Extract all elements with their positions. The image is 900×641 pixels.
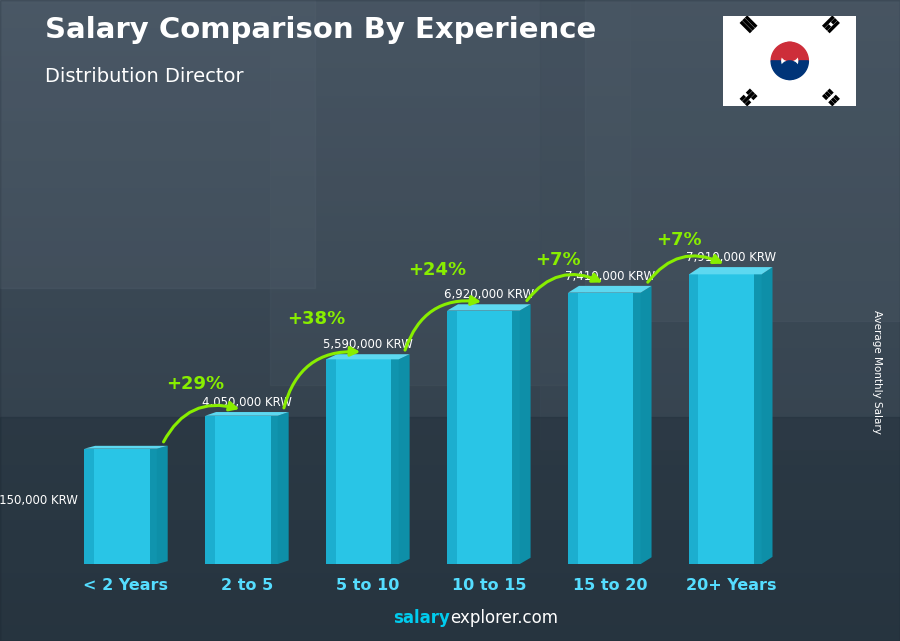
Polygon shape bbox=[85, 446, 167, 449]
Bar bbox=[0, 417, 900, 641]
Bar bbox=[689, 274, 698, 564]
Bar bbox=[540, 0, 900, 449]
Circle shape bbox=[780, 61, 799, 79]
Bar bbox=[326, 360, 336, 564]
Bar bbox=[568, 293, 641, 564]
Text: +29%: +29% bbox=[166, 375, 224, 393]
Bar bbox=[568, 293, 578, 564]
Bar bbox=[270, 0, 630, 385]
Text: 7,410,000 KRW: 7,410,000 KRW bbox=[564, 270, 655, 283]
Text: 20+ Years: 20+ Years bbox=[686, 578, 776, 593]
Polygon shape bbox=[399, 354, 410, 564]
Polygon shape bbox=[761, 267, 772, 564]
Text: Salary Comparison By Experience: Salary Comparison By Experience bbox=[45, 16, 596, 44]
Text: +7%: +7% bbox=[656, 231, 702, 249]
Bar bbox=[0, 0, 315, 288]
Text: 5,590,000 KRW: 5,590,000 KRW bbox=[323, 338, 413, 351]
Polygon shape bbox=[326, 354, 410, 360]
Bar bbox=[85, 449, 94, 564]
Text: 7,910,000 KRW: 7,910,000 KRW bbox=[686, 251, 776, 264]
Text: 6,920,000 KRW: 6,920,000 KRW bbox=[444, 288, 534, 301]
Text: 15 to 20: 15 to 20 bbox=[572, 578, 647, 593]
Polygon shape bbox=[641, 286, 652, 564]
Text: 3,150,000 KRW: 3,150,000 KRW bbox=[0, 494, 78, 507]
Bar bbox=[754, 274, 761, 564]
Polygon shape bbox=[519, 304, 531, 564]
Polygon shape bbox=[568, 286, 652, 293]
Bar bbox=[326, 360, 399, 564]
Bar bbox=[149, 449, 157, 564]
Text: +24%: +24% bbox=[408, 262, 466, 279]
Bar bbox=[205, 416, 214, 564]
Text: +7%: +7% bbox=[535, 251, 581, 269]
Bar bbox=[447, 311, 456, 564]
Text: < 2 Years: < 2 Years bbox=[84, 578, 168, 593]
Bar bbox=[689, 274, 761, 564]
Text: salary: salary bbox=[393, 609, 450, 627]
Bar bbox=[271, 416, 278, 564]
Text: 5 to 10: 5 to 10 bbox=[337, 578, 400, 593]
Circle shape bbox=[780, 42, 799, 61]
Text: +38%: +38% bbox=[287, 310, 345, 328]
Polygon shape bbox=[278, 412, 289, 564]
Bar bbox=[85, 449, 157, 564]
Polygon shape bbox=[447, 304, 531, 311]
Bar bbox=[634, 293, 641, 564]
Polygon shape bbox=[157, 446, 167, 564]
Text: 4,050,000 KRW: 4,050,000 KRW bbox=[202, 396, 292, 409]
Bar bbox=[447, 311, 519, 564]
Polygon shape bbox=[689, 267, 772, 274]
Text: Distribution Director: Distribution Director bbox=[45, 67, 244, 87]
Bar bbox=[585, 0, 900, 320]
Bar bbox=[512, 311, 519, 564]
Text: 10 to 15: 10 to 15 bbox=[452, 578, 526, 593]
Polygon shape bbox=[205, 412, 289, 416]
Bar bbox=[205, 416, 278, 564]
Text: explorer.com: explorer.com bbox=[450, 609, 558, 627]
Polygon shape bbox=[771, 61, 808, 79]
Text: 2 to 5: 2 to 5 bbox=[220, 578, 273, 593]
Text: Average Monthly Salary: Average Monthly Salary bbox=[872, 310, 883, 434]
Bar bbox=[392, 360, 399, 564]
Polygon shape bbox=[771, 42, 808, 61]
